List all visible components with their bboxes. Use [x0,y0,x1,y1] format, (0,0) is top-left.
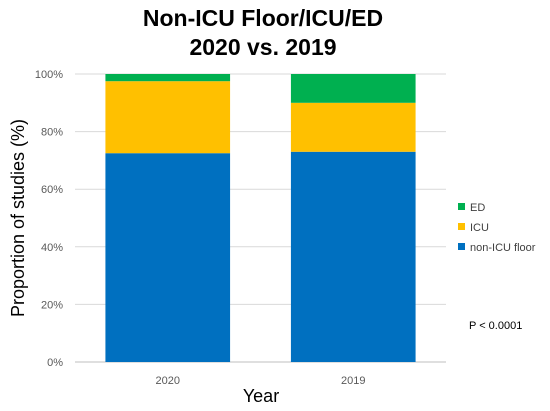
x-tick-label: 2019 [341,375,365,387]
y-tick-label: 60% [41,184,63,196]
bar-segment-icu-2020 [105,81,231,154]
bar-segment-ed-2019 [290,74,416,103]
y-tick-label: 100% [35,69,63,81]
legend-swatch [458,203,465,210]
x-tick-label: 2020 [156,375,180,387]
chart-title: Non-ICU Floor/ICU/ED 2020 vs. 2019 [143,5,383,60]
y-axis-title: Proportion of studies (%) [8,119,28,317]
legend-swatch [458,243,465,250]
bar-segment-non-icu-floor-2020 [105,153,231,362]
chart-title-line-1: Non-ICU Floor/ICU/ED [143,5,383,31]
legend-swatch [458,223,465,230]
bar-segment-ed-2020 [105,74,231,82]
x-axis-ticks: 2020 2019 [156,375,366,387]
bar-segment-non-icu-floor-2019 [290,151,416,362]
y-tick-label: 40% [41,242,63,254]
p-value-annotation: P < 0.0001 [469,320,522,332]
chart-title-line-2: 2020 vs. 2019 [189,34,336,60]
legend: ED ICU non-ICU floor [458,202,536,254]
bars [105,74,416,362]
y-axis-ticks: 0% 20% 40% 60% 80% 100% [35,69,63,369]
x-axis-title: Year [243,386,279,406]
legend-item-non-icu-floor: non-ICU floor [458,242,536,254]
y-tick-label: 80% [41,127,63,139]
bar-segment-icu-2019 [290,102,416,152]
y-tick-label: 20% [41,299,63,311]
legend-label: ICU [470,222,489,234]
legend-label: non-ICU floor [470,242,536,254]
legend-item-icu: ICU [458,222,489,234]
y-tick-label: 0% [47,357,63,369]
legend-item-ed: ED [458,202,485,214]
legend-label: ED [470,202,485,214]
